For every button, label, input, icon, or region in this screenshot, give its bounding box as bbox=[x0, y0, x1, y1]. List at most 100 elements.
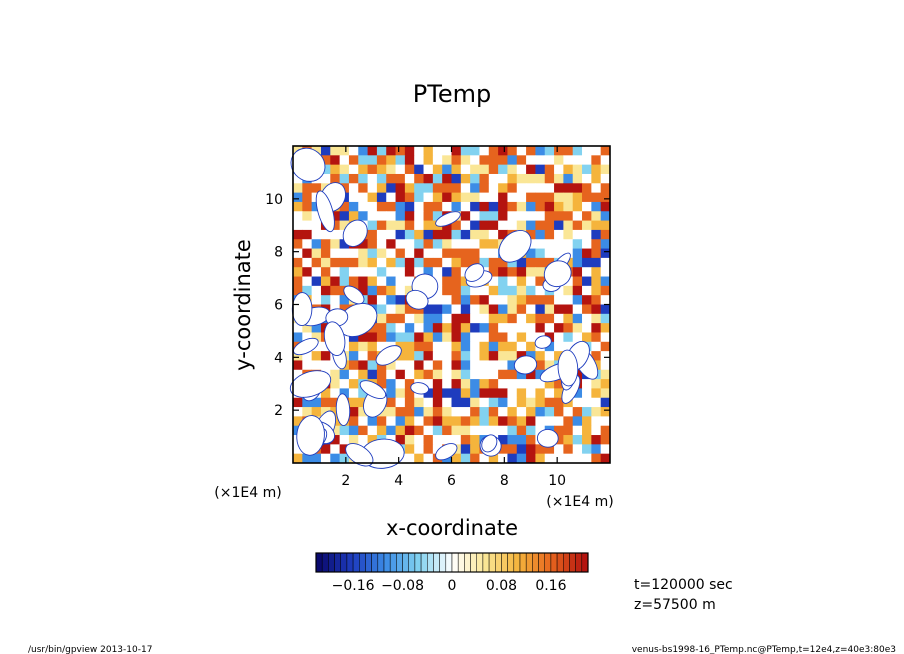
heatmap-cell bbox=[358, 425, 368, 436]
heatmap-cell bbox=[488, 267, 499, 277]
heatmap-cell bbox=[432, 229, 443, 240]
y-tick-label: 2 bbox=[274, 403, 283, 419]
heatmap-cell bbox=[414, 369, 424, 380]
heatmap-cell bbox=[535, 239, 546, 249]
heatmap-cell bbox=[367, 295, 378, 305]
heatmap-cell bbox=[367, 257, 378, 268]
heatmap-cell bbox=[488, 229, 499, 240]
heatmap-cell bbox=[516, 257, 527, 268]
heatmap-cell bbox=[386, 201, 396, 212]
heatmap-cell bbox=[386, 164, 396, 175]
heatmap-cell bbox=[414, 248, 424, 259]
heatmap-cell bbox=[479, 304, 490, 315]
heatmap-cell bbox=[311, 257, 322, 268]
heatmap-cell bbox=[582, 164, 592, 175]
heatmap-cell bbox=[395, 369, 406, 380]
colorbar-band bbox=[464, 552, 471, 573]
heatmap-cell bbox=[451, 435, 462, 445]
heatmap-cell bbox=[507, 453, 518, 464]
heatmap-cell bbox=[600, 397, 611, 408]
heatmap-cell bbox=[320, 257, 331, 268]
heatmap-cell bbox=[395, 192, 406, 203]
heatmap-cell bbox=[339, 444, 350, 455]
heatmap-cell bbox=[339, 220, 350, 231]
heatmap-cell bbox=[600, 323, 611, 333]
heatmap-cell bbox=[386, 323, 396, 333]
heatmap-cell bbox=[367, 229, 378, 240]
heatmap-cell bbox=[404, 351, 415, 361]
heatmap-cell bbox=[348, 360, 359, 371]
heatmap-cell bbox=[339, 164, 350, 175]
heatmap-cell bbox=[302, 201, 313, 212]
heatmap-cell bbox=[600, 295, 611, 305]
heatmap-cell bbox=[302, 285, 313, 296]
heatmap-cell bbox=[488, 397, 499, 408]
heatmap-cell bbox=[554, 173, 564, 184]
heatmap-cell bbox=[498, 435, 508, 445]
heatmap-cell bbox=[479, 173, 490, 184]
zero-region bbox=[375, 345, 402, 366]
heatmap-cell bbox=[404, 183, 415, 194]
heatmap-cell bbox=[582, 211, 592, 221]
heatmap-cell bbox=[442, 341, 452, 352]
heatmap-cell bbox=[460, 220, 471, 231]
heatmap-cell bbox=[600, 360, 611, 371]
heatmap-cell bbox=[460, 304, 471, 315]
heatmap-cell bbox=[582, 444, 592, 455]
colorbar-band bbox=[402, 552, 409, 573]
heatmap-cell bbox=[293, 248, 303, 259]
heatmap-cell bbox=[470, 155, 480, 166]
heatmap-cell bbox=[367, 351, 378, 361]
heatmap-cell bbox=[535, 201, 546, 212]
heatmap-cell bbox=[330, 164, 341, 175]
heatmap-cell bbox=[479, 360, 490, 371]
heatmap-cell bbox=[488, 416, 499, 427]
heatmap-cell bbox=[488, 155, 499, 166]
heatmap-cell bbox=[414, 351, 424, 361]
heatmap-cell bbox=[460, 248, 471, 259]
heatmap-cell bbox=[554, 201, 564, 212]
heatmap-cell bbox=[320, 276, 331, 287]
heatmap-cell bbox=[404, 248, 415, 259]
zero-region bbox=[543, 260, 572, 288]
heatmap-cell bbox=[442, 313, 452, 324]
heatmap-cell bbox=[460, 444, 471, 455]
heatmap-cell bbox=[376, 164, 387, 175]
heatmap-cell bbox=[320, 155, 331, 166]
heatmap-cell bbox=[348, 397, 359, 408]
heatmap-cell bbox=[498, 313, 508, 324]
heatmap-cell bbox=[544, 201, 555, 212]
heatmap-cell bbox=[572, 183, 583, 194]
heatmap-cell bbox=[404, 453, 415, 464]
heatmap-cell bbox=[563, 239, 574, 249]
heatmap-cell bbox=[423, 248, 434, 259]
heatmap-cell bbox=[544, 323, 555, 333]
heatmap-cell bbox=[358, 285, 368, 296]
heatmap-cell bbox=[442, 285, 452, 296]
heatmap-cell bbox=[404, 379, 415, 389]
heatmap-cell bbox=[544, 388, 555, 399]
heatmap-cell bbox=[470, 388, 480, 399]
heatmap-cell bbox=[404, 220, 415, 231]
colorbar-band bbox=[563, 552, 570, 573]
heatmap-cell bbox=[498, 407, 508, 417]
heatmap-cell bbox=[591, 155, 602, 166]
heatmap-cell bbox=[572, 164, 583, 175]
heatmap-cell bbox=[432, 351, 443, 361]
heatmap-cell bbox=[293, 211, 303, 221]
colorbar-band bbox=[346, 552, 354, 573]
heatmap-cell bbox=[535, 416, 546, 427]
heatmap-cell bbox=[582, 173, 592, 184]
heatmap-cell bbox=[432, 285, 443, 296]
heatmap-cell bbox=[348, 201, 359, 212]
heatmap-cell bbox=[386, 229, 396, 240]
heatmap-cell bbox=[339, 173, 350, 184]
colorbar-band bbox=[507, 552, 515, 573]
heatmap-cell bbox=[302, 332, 313, 343]
heatmap-cell bbox=[442, 388, 452, 399]
heatmap-cell bbox=[507, 435, 518, 445]
heatmap-cell bbox=[535, 313, 546, 324]
heatmap-cell bbox=[460, 323, 471, 333]
heatmap-cell bbox=[488, 173, 499, 184]
colorbar-band bbox=[495, 552, 502, 573]
